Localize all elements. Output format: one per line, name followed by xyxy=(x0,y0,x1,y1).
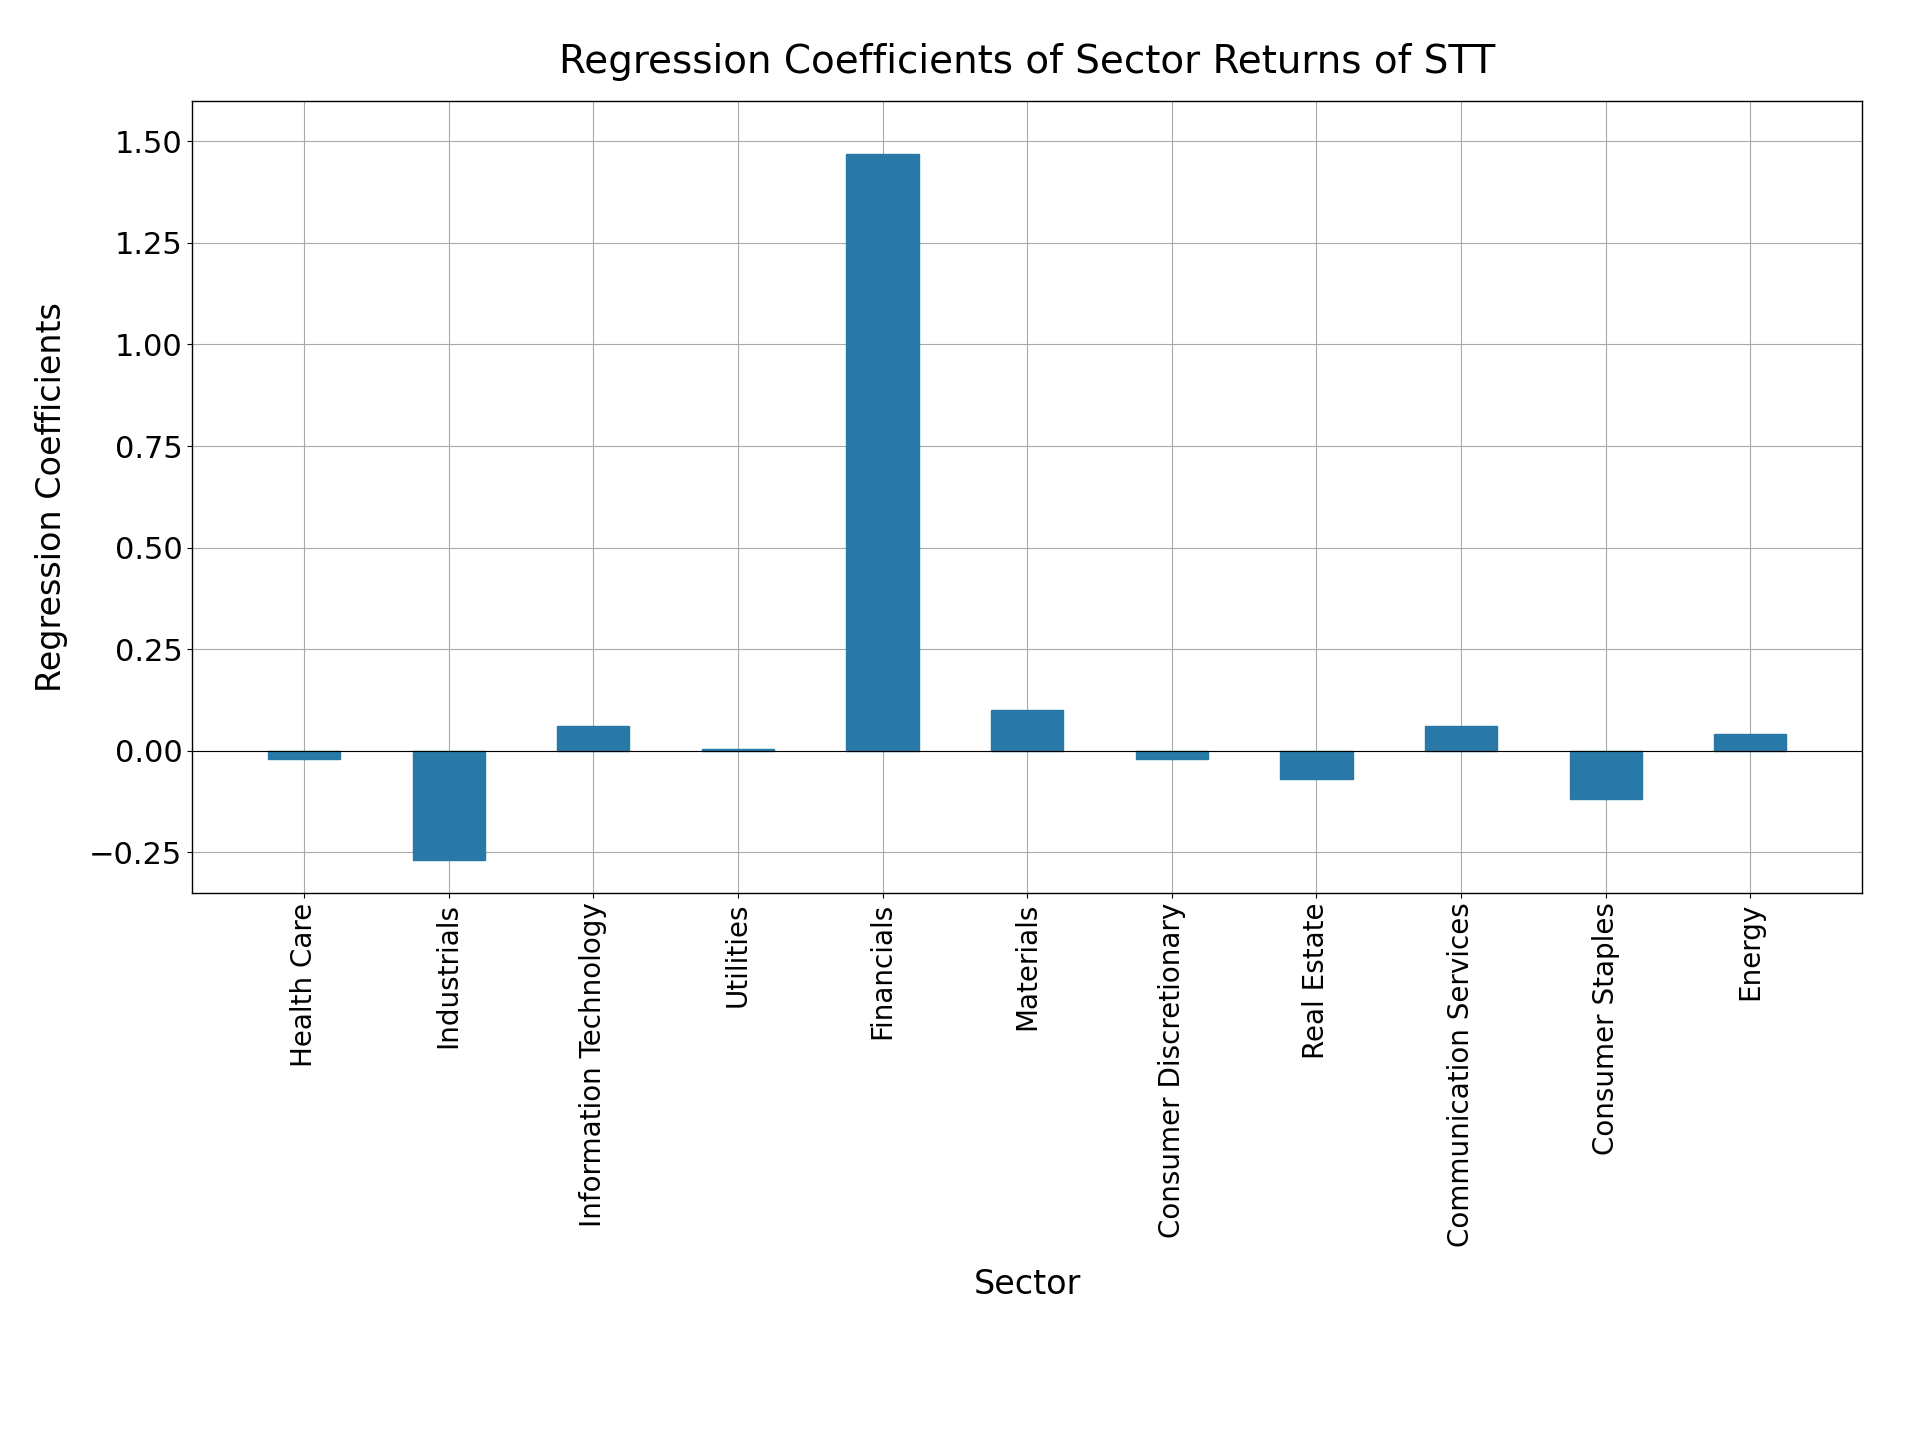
Bar xyxy=(1569,750,1642,799)
Bar xyxy=(1135,750,1208,759)
Bar xyxy=(1425,726,1498,750)
X-axis label: Sector: Sector xyxy=(973,1269,1081,1302)
Bar xyxy=(269,750,340,759)
Bar xyxy=(1715,734,1786,750)
Bar xyxy=(557,726,630,750)
Title: Regression Coefficients of Sector Returns of STT: Regression Coefficients of Sector Return… xyxy=(559,43,1496,81)
Bar xyxy=(847,154,920,750)
Bar xyxy=(703,749,774,750)
Bar xyxy=(1281,750,1352,779)
Y-axis label: Regression Coefficients: Regression Coefficients xyxy=(35,302,69,691)
Bar xyxy=(413,750,486,860)
Bar xyxy=(991,710,1064,750)
